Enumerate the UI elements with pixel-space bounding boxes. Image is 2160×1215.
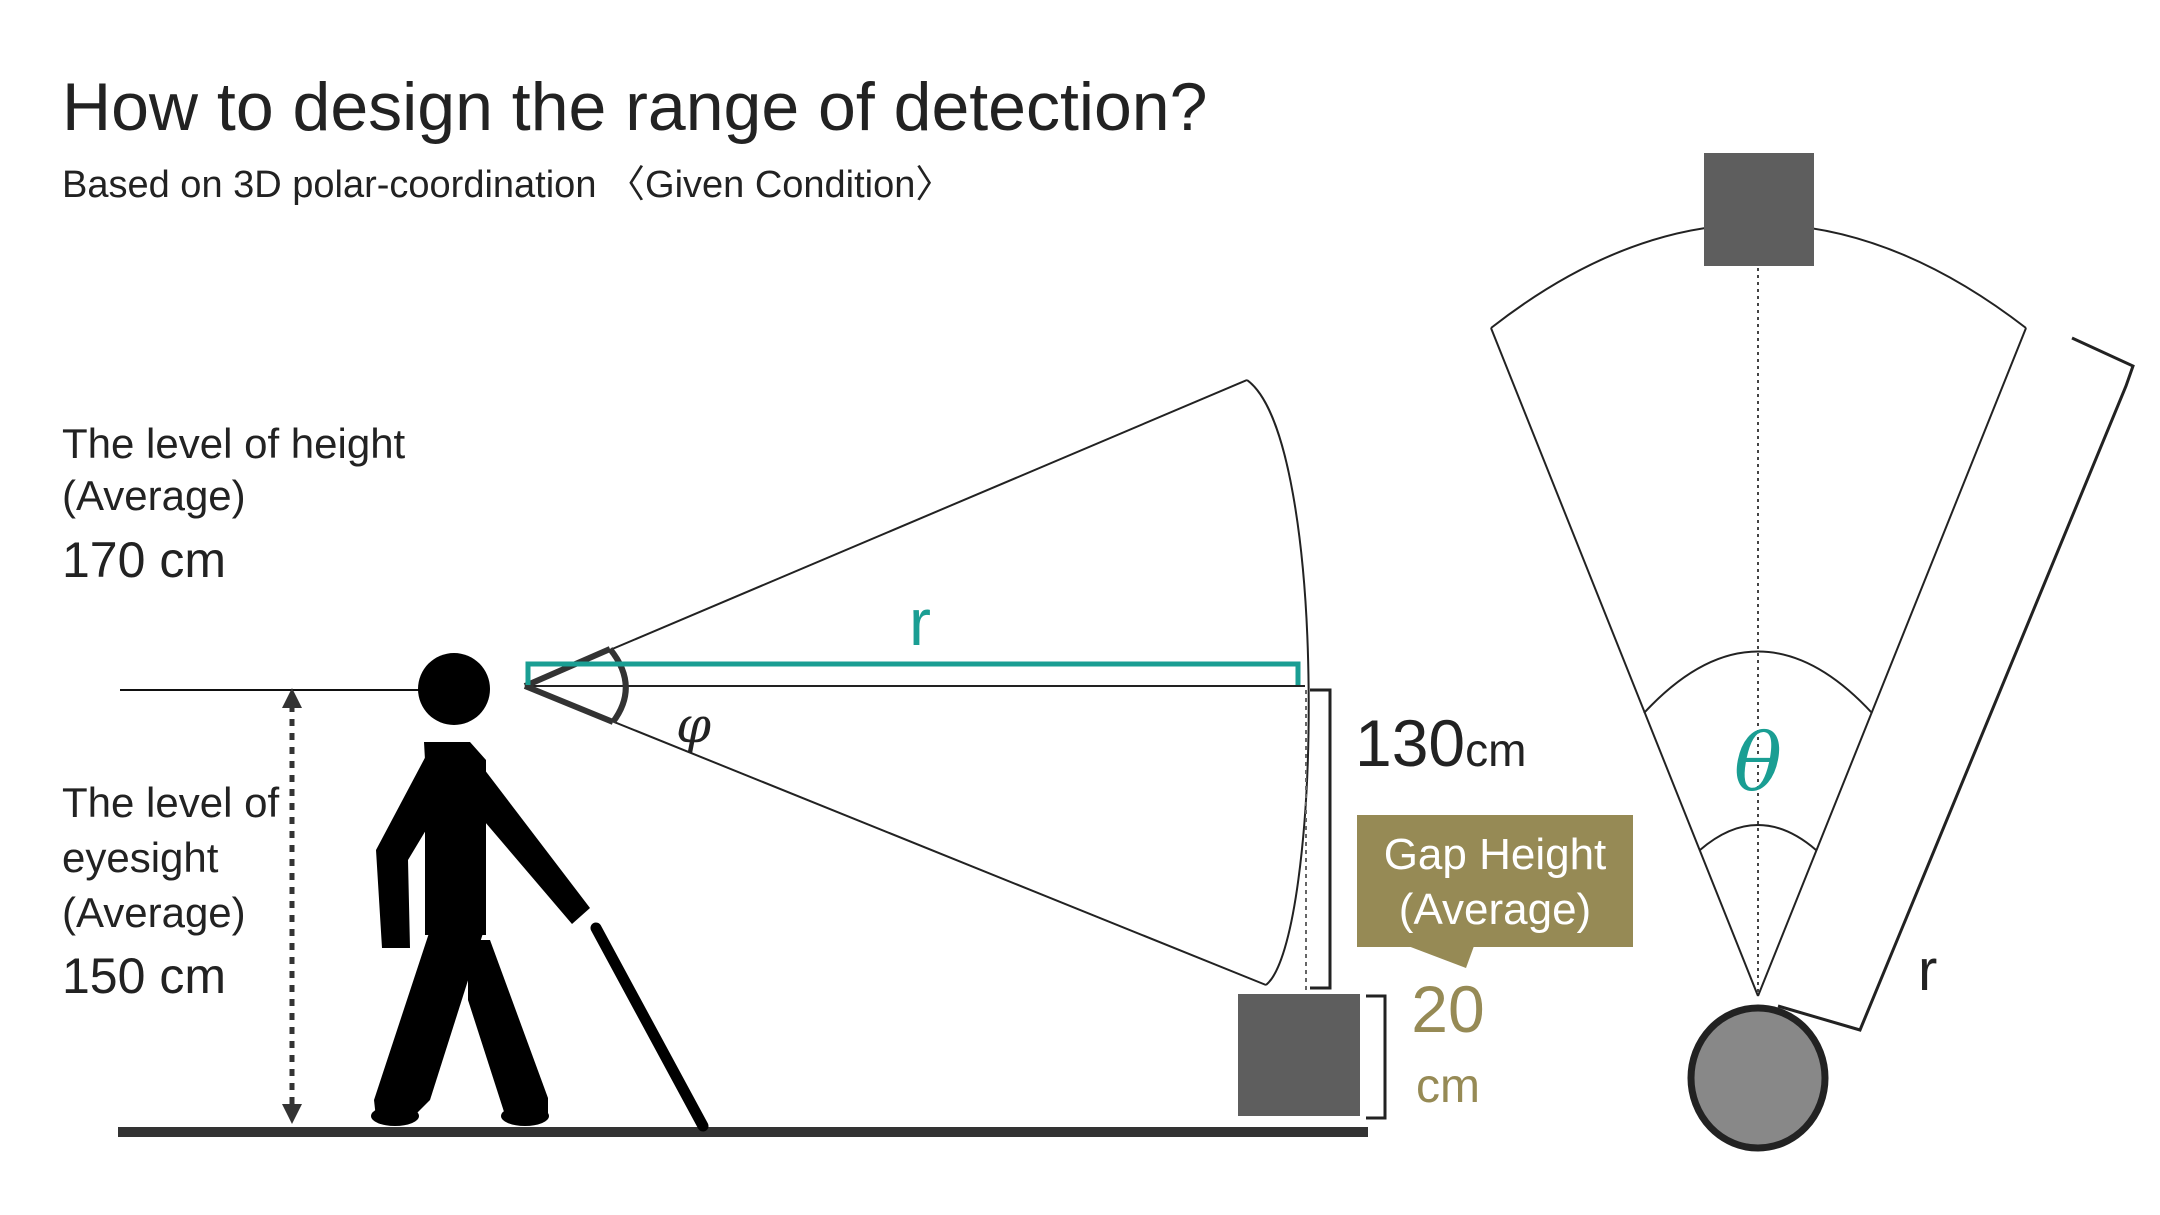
- phi-symbol: φ: [676, 696, 711, 754]
- side-detection-cone: [524, 379, 1310, 990]
- eyesight-dimension-arrow: [282, 688, 302, 1124]
- height-label-line2: (Average): [62, 472, 246, 519]
- height-label-line1: The level of height: [62, 420, 406, 467]
- page-subtitle: Based on 3D polar-coordination 〈Given Co…: [62, 164, 953, 206]
- gap-value: 20: [1411, 972, 1484, 1046]
- theta-symbol: θ: [1734, 716, 1782, 809]
- gap-height-bracket: [1366, 994, 1387, 1120]
- gap-callout-line1: Gap Height: [1384, 830, 1607, 879]
- top-view-obstacle-box: [1704, 153, 1814, 266]
- page-title: How to design the range of detection?: [62, 69, 1207, 145]
- eyesight-label-line1: The level of: [62, 779, 279, 826]
- gap-callout-line2: (Average): [1399, 885, 1591, 934]
- radius-r-bracket: [525, 661, 1301, 685]
- radius-r-label: r: [909, 585, 931, 659]
- span-value: 130cm: [1355, 706, 1526, 780]
- person-with-cane-icon: [371, 653, 709, 1132]
- top-view-radius-label: r: [1918, 938, 1937, 1003]
- obstacle-box: [1238, 994, 1360, 1116]
- gap-unit: cm: [1416, 1060, 1480, 1113]
- gap-height-callout: Gap Height (Average): [1357, 815, 1633, 968]
- top-view-person-head-icon: [1687, 1004, 1829, 1152]
- phi-angle-marker: [523, 646, 629, 725]
- eyesight-label-line3: (Average): [62, 889, 246, 936]
- span-130-bracket: [1310, 688, 1332, 990]
- eyesight-value: 150 cm: [62, 948, 226, 1004]
- top-view-sector: [1490, 223, 2027, 997]
- eyesight-label-group: The level of eyesight (Average) 150 cm: [62, 779, 279, 1004]
- top-view-radius-bracket: [1777, 336, 2135, 1032]
- height-label-group: The level of height (Average) 170 cm: [62, 420, 406, 588]
- eyesight-label-line2: eyesight: [62, 834, 219, 881]
- height-value: 170 cm: [62, 532, 226, 588]
